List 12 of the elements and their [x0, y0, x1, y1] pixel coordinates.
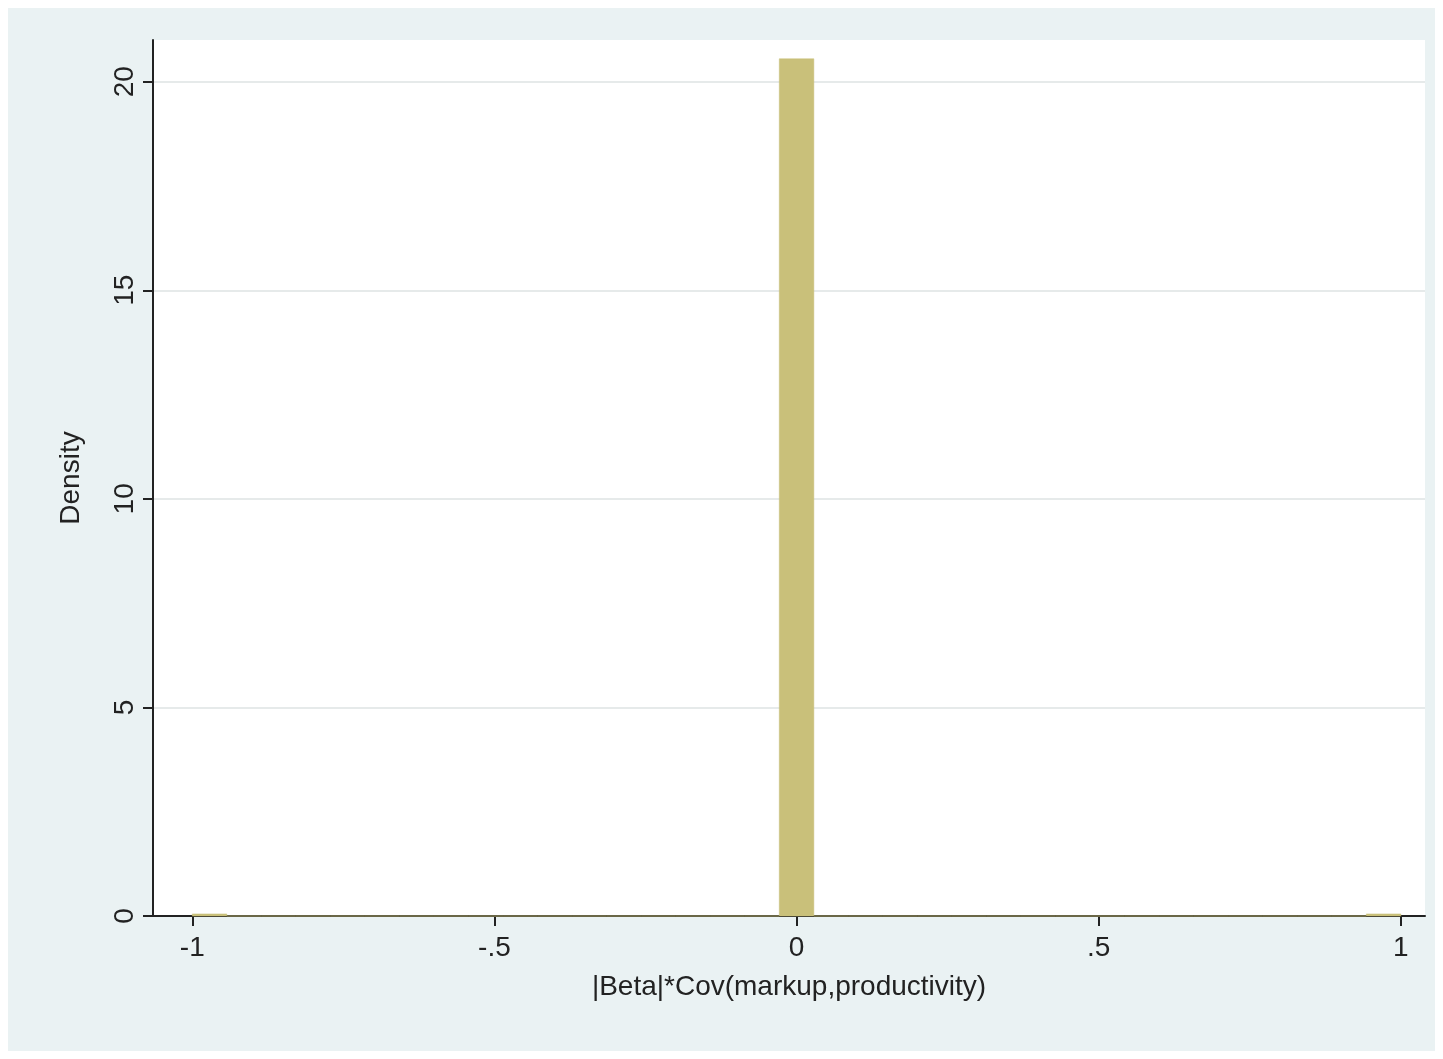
x-axis-title: |Beta|*Cov(markup,productivity) [591, 969, 987, 1001]
y-tick-label: 0 [107, 908, 139, 924]
x-tick-label: 0 [788, 930, 805, 962]
y-tick-label: 5 [107, 699, 139, 716]
y-tick-label: 15 [107, 274, 139, 306]
x-tick-label: -.5 [478, 930, 511, 962]
x-tick-label: -1 [179, 930, 205, 962]
y-axis-title: Density [53, 431, 85, 525]
y-tick-label: 10 [107, 483, 139, 515]
x-tick-label: .5 [1087, 930, 1111, 962]
x-tick-label: 1 [1393, 930, 1409, 962]
y-tick-label: 20 [107, 66, 139, 98]
